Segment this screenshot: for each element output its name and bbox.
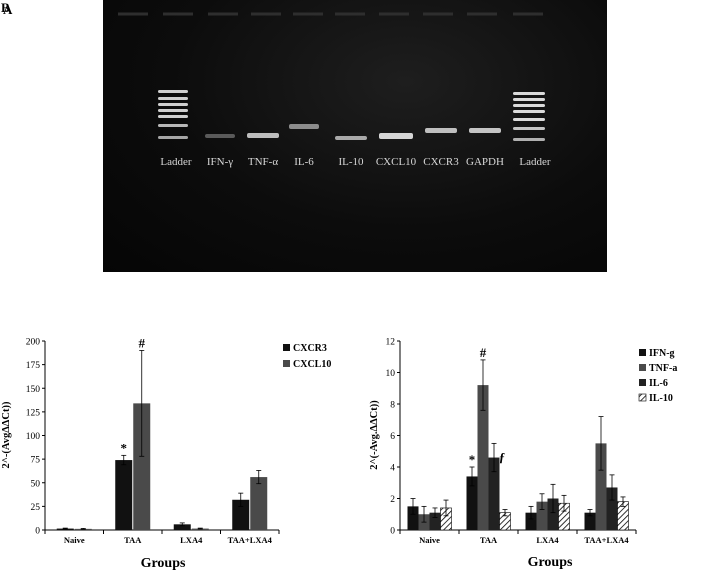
- significance-marker: ƒ: [499, 449, 506, 464]
- legend-swatch: [639, 349, 646, 356]
- y-tick-label: 175: [26, 361, 41, 371]
- band-tnf-alpha: [247, 133, 279, 138]
- band-il-6: [289, 124, 319, 129]
- bar-cxcl10-taa: [133, 403, 151, 530]
- bar-cxcl10-taa-lxa4: [250, 477, 268, 530]
- x-category-label: LXA4: [180, 535, 203, 545]
- bar-cxcr3-taa-lxa4: [232, 499, 250, 530]
- x-category-label: LXA4: [536, 535, 559, 545]
- significance-marker: *: [121, 440, 128, 455]
- y-tick-label: 6: [390, 432, 395, 442]
- bar-il-6-taa-lxa4: [606, 487, 618, 530]
- band-gapdh: [469, 128, 501, 133]
- gel-lane-label: CXCL10: [376, 156, 417, 168]
- y-tick-label: 10: [386, 369, 396, 379]
- legend-swatch: [639, 379, 646, 386]
- band-il-10: [335, 136, 367, 140]
- bar-ifn-g-lxa4: [525, 512, 537, 530]
- bar-tnf-a-lxa4: [536, 501, 548, 530]
- y-axis-title: 2^-(AvgΔΔCt)): [1, 401, 12, 468]
- gel-lane-label: TNF-α: [248, 156, 278, 168]
- y-tick-label: 0: [35, 527, 40, 537]
- y-tick-label: 0: [390, 527, 395, 537]
- y-tick-label: 150: [26, 385, 41, 395]
- y-tick-label: 200: [26, 338, 41, 348]
- legend-swatch: [283, 360, 290, 367]
- x-category-label: TAA: [124, 535, 142, 545]
- band-cxcr3: [425, 128, 457, 133]
- legend-label: TNF-a: [649, 363, 677, 374]
- y-tick-label: 25: [31, 503, 41, 513]
- significance-marker: *: [469, 452, 476, 467]
- x-category-label: TAA+LXA4: [228, 535, 273, 545]
- y-tick-label: 100: [26, 432, 41, 442]
- legend-swatch: [638, 393, 647, 402]
- bar-il-6-naive: [429, 512, 441, 530]
- y-axis-title: 2^(-Avg.ΔΔCt)): [369, 400, 380, 470]
- x-category-label: TAA: [480, 535, 498, 545]
- bar-il-6-lxa4: [547, 498, 559, 530]
- legend-label: IL-10: [649, 393, 673, 404]
- bar-ifn-g-taa-lxa4: [584, 512, 596, 530]
- legend-label: IFN-g: [649, 348, 675, 359]
- gel-lane-label: GAPDH: [466, 156, 504, 168]
- gel-lane-label: Ladder: [160, 156, 191, 168]
- legend-label: IL-6: [649, 378, 668, 389]
- panel-letter-a: A: [3, 2, 13, 17]
- x-category-label: Naive: [64, 535, 85, 545]
- gel-lane-label: IL-10: [338, 156, 364, 168]
- band-cxcl10: [379, 133, 413, 139]
- x-category-label: Naive: [419, 535, 440, 545]
- y-tick-label: 12: [386, 338, 396, 348]
- y-tick-label: 8: [390, 401, 395, 411]
- gel-electrophoresis-image: Ladder IFN-γ TNF-α IL-6 IL-10 CXCL10 CXC…: [103, 0, 607, 272]
- y-tick-label: 125: [26, 408, 41, 418]
- bar-tnf-a-taa: [477, 385, 489, 530]
- panel-letter-b: B: [1, 0, 10, 15]
- legend-swatch: [639, 364, 646, 371]
- gel-lane-label: IFN-γ: [207, 156, 233, 168]
- ladder-right: [513, 92, 545, 141]
- significance-marker: #: [480, 345, 487, 360]
- bar-cxcr3-lxa4: [173, 524, 191, 530]
- significance-marker: #: [139, 335, 146, 350]
- gel-bands: Ladder IFN-γ TNF-α IL-6 IL-10 CXCL10 CXC…: [118, 12, 551, 168]
- bar-cxcr3-taa: [115, 460, 133, 530]
- ladder-left: [158, 90, 188, 139]
- band-ifn-gamma: [205, 134, 235, 138]
- y-tick-label: 50: [31, 479, 41, 489]
- bar-ifn-g-naive: [407, 506, 419, 530]
- x-category-label: TAA+LXA4: [584, 535, 629, 545]
- bar-il-6-taa: [488, 457, 500, 530]
- gel-lane-label: IL-6: [294, 156, 314, 168]
- x-axis-title: Groups: [528, 555, 573, 570]
- x-axis-title: Groups: [141, 556, 186, 571]
- gel-lane-label: CXCR3: [423, 156, 459, 168]
- legend-swatch: [283, 344, 290, 351]
- bar-tnf-a-taa-lxa4: [595, 443, 607, 530]
- gel-lane-label: Ladder: [519, 156, 550, 168]
- legend-label: CXCL10: [293, 359, 331, 370]
- bar-ifn-g-taa: [466, 476, 478, 530]
- y-tick-label: 4: [390, 464, 395, 474]
- legend-label: CXCR3: [293, 343, 327, 354]
- y-tick-label: 75: [31, 456, 41, 466]
- y-tick-label: 2: [390, 495, 395, 505]
